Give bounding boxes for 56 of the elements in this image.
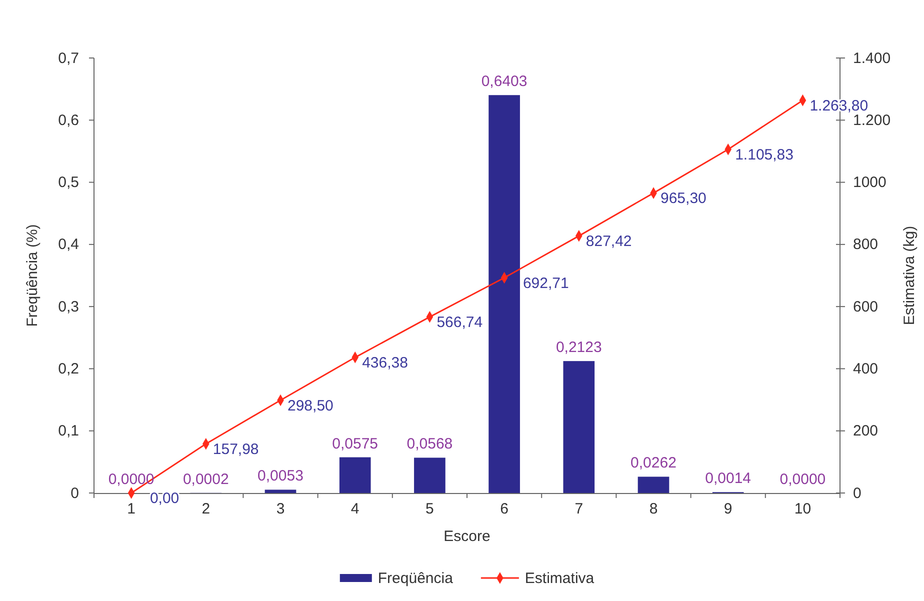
x-tick-label: 7 <box>574 500 584 518</box>
bar <box>414 458 446 493</box>
data-label: 436,38 <box>362 354 408 372</box>
data-label: 298,50 <box>288 397 334 414</box>
y2-tick-label: 400 <box>853 360 878 378</box>
bar <box>488 95 520 493</box>
data-label: 157,98 <box>212 440 259 458</box>
bar <box>563 361 595 493</box>
y-tick-label: 0 <box>70 484 79 502</box>
x-tick-label: 1 <box>127 500 136 518</box>
x-tick-label: 3 <box>276 500 285 518</box>
data-label: 0,0002 <box>182 470 229 488</box>
y2-tick-label: 1.200 <box>853 112 891 129</box>
y-tick-label: 0,6 <box>58 112 79 129</box>
x-tick-label: 9 <box>724 500 732 518</box>
data-label: 1.105,83 <box>735 146 794 164</box>
y-axis-title: Freqüência (%) <box>24 224 41 327</box>
data-label: 0,0262 <box>630 454 676 472</box>
y-tick-label: 0,2 <box>58 360 79 378</box>
data-label: 0,2123 <box>556 339 602 356</box>
data-label: 0,0053 <box>258 468 304 485</box>
x-axis-title: Escore <box>444 528 490 545</box>
y2-axis-title: Estimativa (kg) <box>901 226 918 326</box>
x-tick-label: 5 <box>426 500 434 518</box>
bar <box>264 490 296 493</box>
y2-tick-label: 200 <box>853 422 878 440</box>
data-label: 0,0000 <box>780 471 826 488</box>
y2-tick-label: 0 <box>853 484 862 502</box>
y-tick-label: 0,1 <box>58 422 79 440</box>
y2-tick-label: 600 <box>853 298 878 316</box>
y2-tick-label: 1000 <box>853 174 886 192</box>
legend-label: Estimativa <box>524 570 595 587</box>
y-tick-label: 0,5 <box>58 174 79 192</box>
y-tick-label: 0,7 <box>58 50 79 67</box>
data-label: 827,42 <box>586 232 632 250</box>
data-label: 0,0568 <box>406 436 453 453</box>
x-tick-label: 2 <box>202 500 210 518</box>
x-tick-label: 8 <box>649 500 658 518</box>
y2-tick-label: 1.400 <box>853 50 891 67</box>
y-tick-label: 0,3 <box>58 298 79 316</box>
data-label: 0,0000 <box>108 471 154 488</box>
y-tick-label: 0,4 <box>58 236 79 254</box>
data-label: 0,0575 <box>332 435 378 452</box>
x-tick-label: 10 <box>794 500 812 518</box>
bar <box>638 476 670 493</box>
data-label: 692,71 <box>522 274 569 292</box>
bar <box>339 457 371 493</box>
data-label: 0,0014 <box>705 470 752 488</box>
data-label: 0,00 <box>150 490 180 507</box>
legend-label: Freqüência <box>378 570 454 587</box>
y2-tick-label: 800 <box>853 236 878 254</box>
x-tick-label: 6 <box>500 500 508 518</box>
data-label: 965,30 <box>660 190 706 208</box>
x-tick-label: 4 <box>350 500 360 518</box>
data-label: 566,74 <box>436 314 483 331</box>
data-label: 0,6403 <box>481 73 528 90</box>
